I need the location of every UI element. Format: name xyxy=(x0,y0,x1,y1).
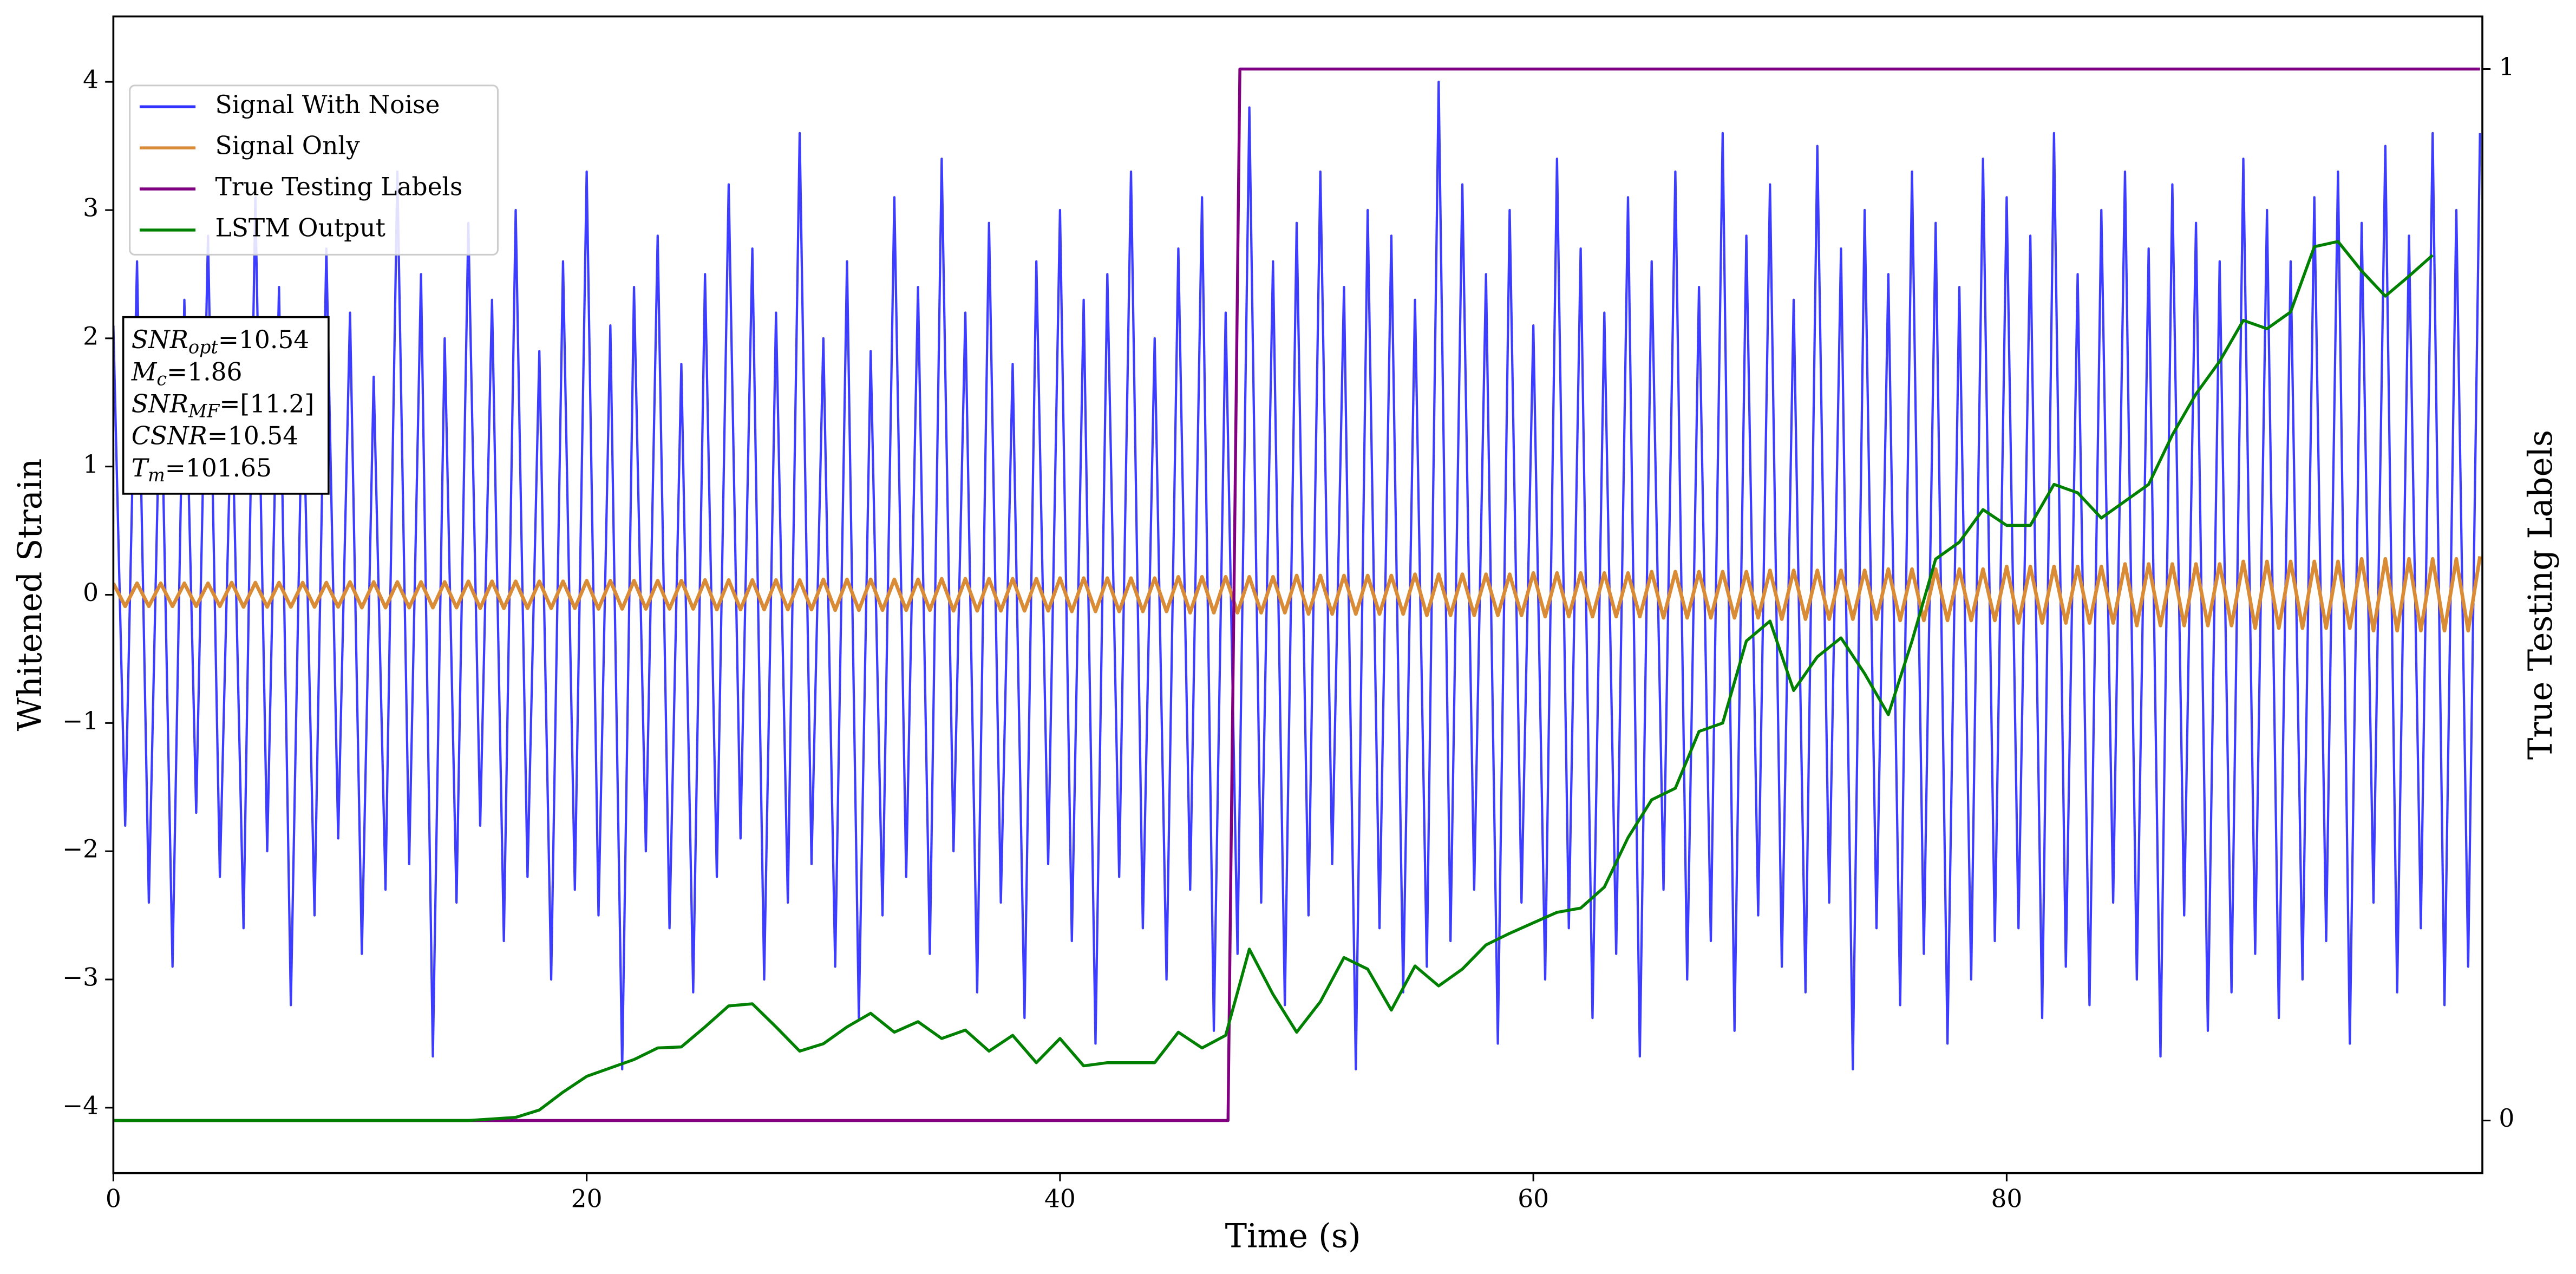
legend-label: LSTM Output xyxy=(215,213,385,242)
annotation-subscript: MF xyxy=(188,401,220,422)
annotation-line: Mc=1.86 xyxy=(131,357,243,390)
x-tick-label: 80 xyxy=(1991,1185,2022,1213)
legend-label: True Testing Labels xyxy=(215,173,463,201)
y-tick-label: 2 xyxy=(83,322,99,350)
y-tick-label: 4 xyxy=(83,66,99,94)
annotation-symbol: M xyxy=(131,357,158,386)
annotation-symbol: CSNR xyxy=(132,421,207,450)
x-axis-label: Time (s) xyxy=(1225,1218,1361,1256)
y-tick-label: −3 xyxy=(62,963,99,992)
annotation-box xyxy=(122,316,330,495)
annotation-line: Tm=101.65 xyxy=(132,453,272,486)
y-tick-label: 0 xyxy=(83,578,99,607)
y-axis-label: Whitened Strain xyxy=(11,459,49,731)
annotation-symbol: T xyxy=(132,453,150,482)
series-line xyxy=(113,81,2481,1070)
annotation-value: =[11.2] xyxy=(219,389,314,418)
annotation-subscript: m xyxy=(148,465,165,486)
annotation-value: =101.65 xyxy=(165,453,272,482)
legend-box xyxy=(129,84,499,256)
y2-axis-label: True Testing Labels xyxy=(2522,430,2560,760)
y-tick-label: 1 xyxy=(83,450,99,479)
x-tick-label: 0 xyxy=(106,1185,121,1213)
series-line xyxy=(113,67,2480,1122)
x-tick-label: 20 xyxy=(571,1185,603,1213)
annotation-value: =10.54 xyxy=(207,421,298,450)
legend-label: Signal Only xyxy=(215,132,360,160)
y-tick-label: 3 xyxy=(83,194,99,223)
y-tick-label: −2 xyxy=(62,835,99,864)
x-tick-label: 40 xyxy=(1044,1185,1076,1213)
series-line xyxy=(113,556,2482,633)
annotation-line: SNRopt=10.54 xyxy=(132,325,310,358)
annotation-value: =10.54 xyxy=(218,325,309,354)
series-line xyxy=(113,240,2434,1122)
legend-label: Signal With Noise xyxy=(215,90,440,119)
y-tick-label: −4 xyxy=(62,1091,99,1120)
annotation-symbol: SNR xyxy=(132,325,188,354)
y-tick-label: −1 xyxy=(62,707,99,735)
annotation-subscript: opt xyxy=(188,336,218,357)
annotation-value: =1.86 xyxy=(167,357,242,386)
y2-tick-label: 0 xyxy=(2499,1104,2514,1133)
annotation-symbol: SNR xyxy=(132,389,188,418)
annotation-subscript: c xyxy=(156,369,167,390)
y2-tick-label: 1 xyxy=(2499,53,2514,81)
x-tick-label: 60 xyxy=(1518,1185,1549,1213)
annotation-line: SNRMF=[11.2] xyxy=(132,389,315,422)
annotation-line: CSNR=10.54 xyxy=(132,421,298,450)
